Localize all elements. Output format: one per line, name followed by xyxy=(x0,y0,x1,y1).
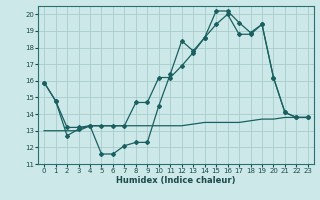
X-axis label: Humidex (Indice chaleur): Humidex (Indice chaleur) xyxy=(116,176,236,185)
